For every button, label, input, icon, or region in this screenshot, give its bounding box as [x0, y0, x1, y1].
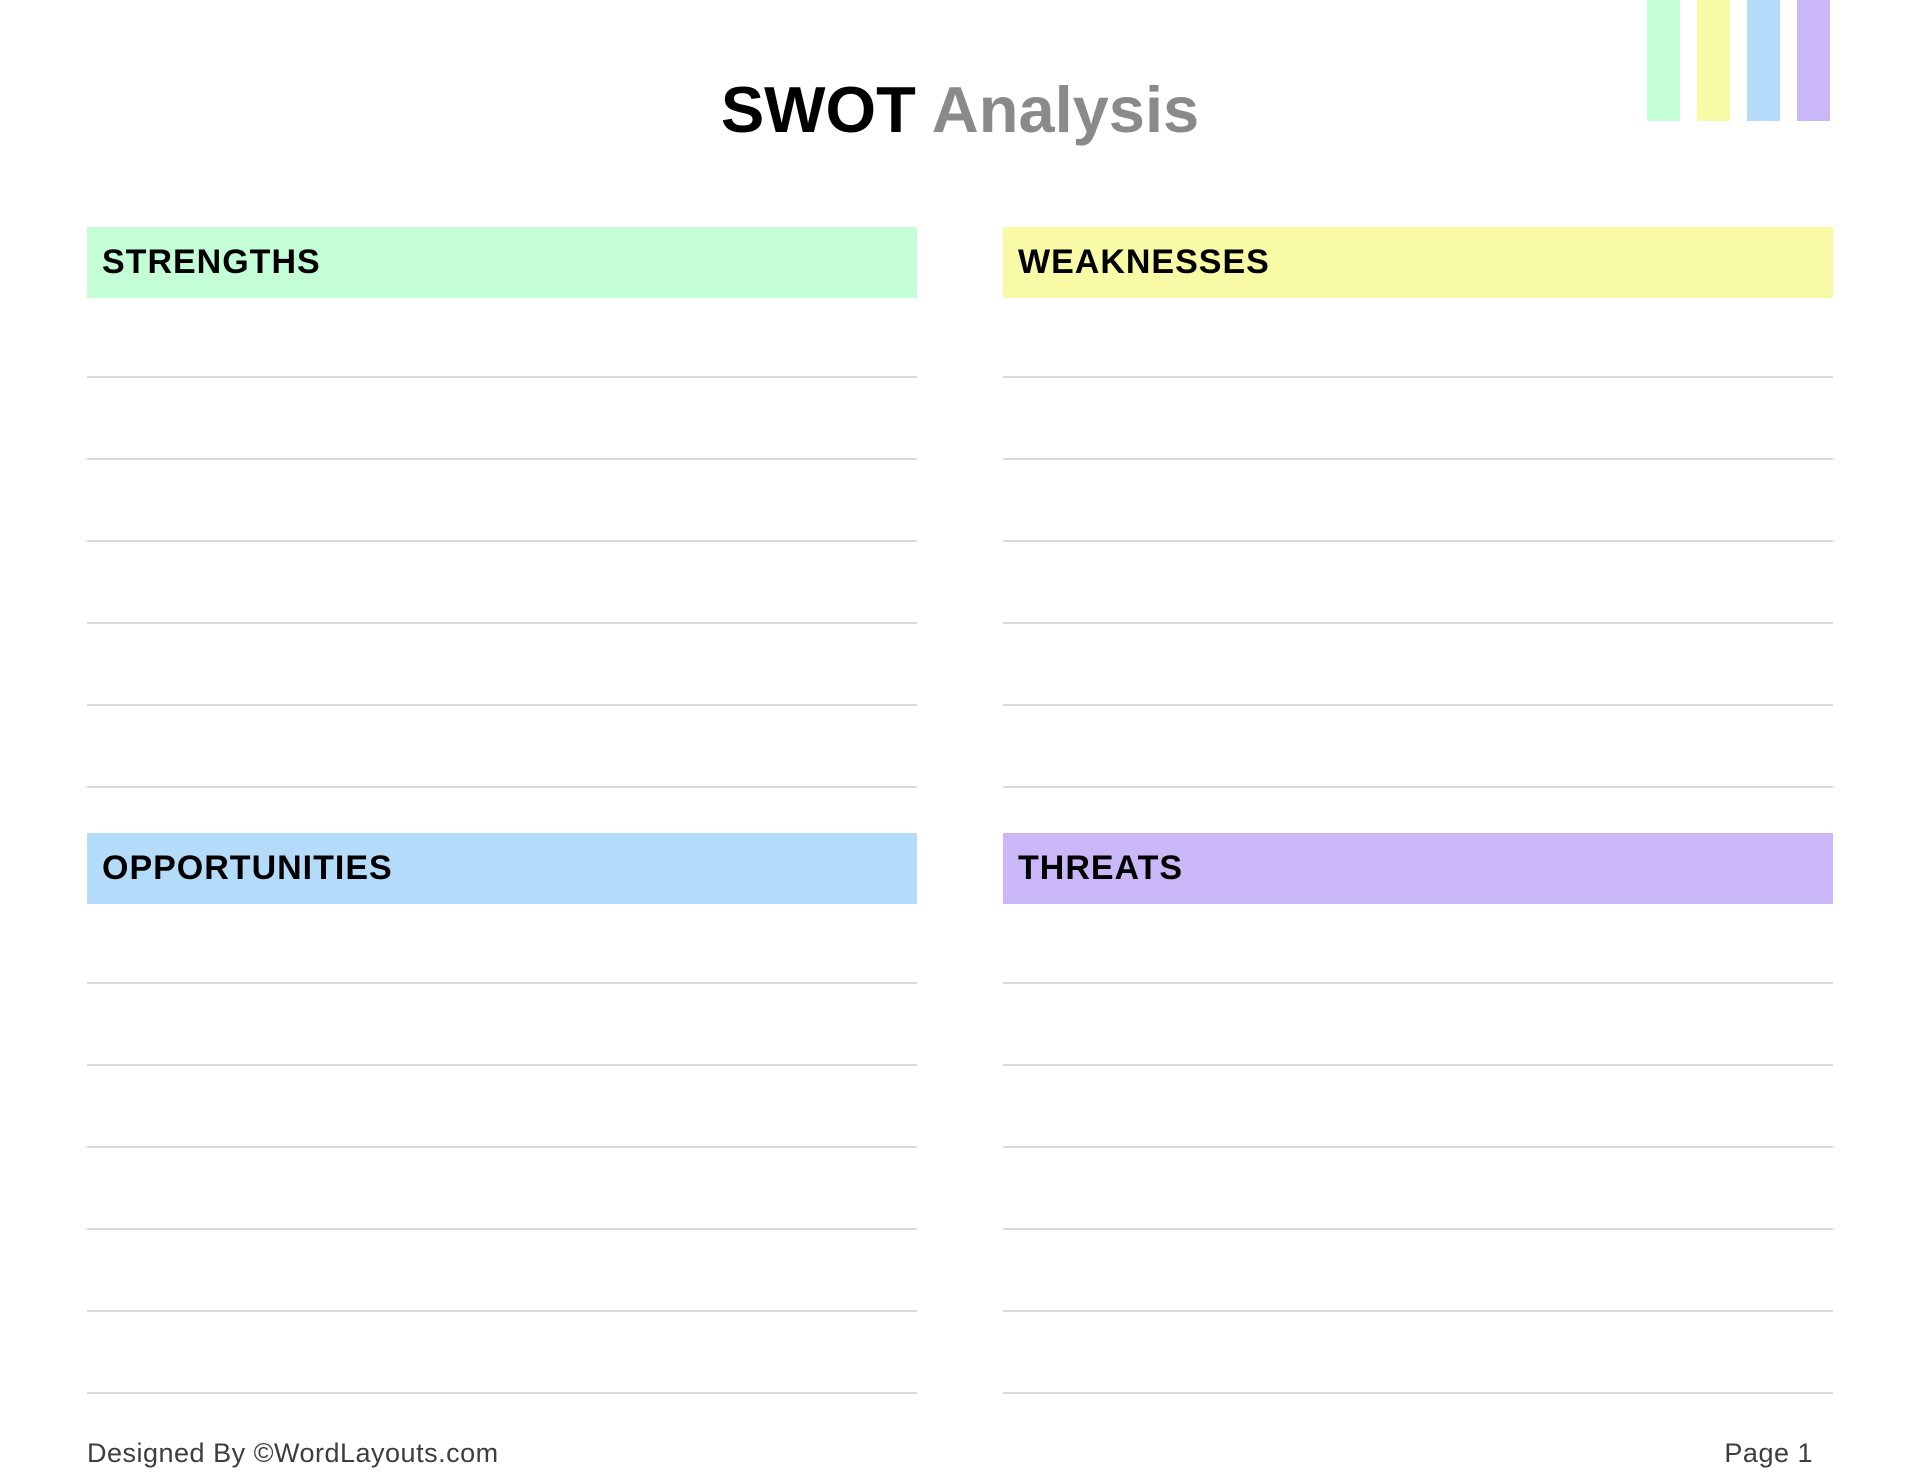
writing-line-strengths-6[interactable] — [87, 706, 917, 788]
writing-line-threats-3[interactable] — [1003, 1066, 1833, 1148]
writing-line-weaknesses-4[interactable] — [1003, 542, 1833, 624]
color-stripe-1 — [1647, 0, 1680, 121]
writing-line-weaknesses-1[interactable] — [1003, 298, 1833, 378]
writing-line-weaknesses-5[interactable] — [1003, 624, 1833, 706]
strengths-writing-area — [87, 298, 917, 788]
writing-line-threats-5[interactable] — [1003, 1230, 1833, 1312]
opportunities-writing-area — [87, 904, 917, 1394]
weaknesses-writing-area — [1003, 298, 1833, 788]
color-stripe-4 — [1797, 0, 1830, 121]
strengths-header: STRENGTHS — [87, 227, 917, 298]
writing-line-strengths-1[interactable] — [87, 298, 917, 378]
footer-credit: Designed By ©WordLayouts.com — [87, 1438, 499, 1468]
writing-line-strengths-5[interactable] — [87, 624, 917, 706]
threats-writing-area — [1003, 904, 1833, 1394]
opportunities-header-label: OPPORTUNITIES — [102, 849, 393, 887]
quadrant-opportunities: OPPORTUNITIES — [87, 833, 917, 1394]
stripes-decoration — [1647, 0, 1830, 121]
writing-line-threats-4[interactable] — [1003, 1148, 1833, 1230]
writing-line-opportunities-6[interactable] — [87, 1312, 917, 1394]
title-secondary-text: Analysis — [931, 73, 1200, 146]
quadrant-strengths: STRENGTHS — [87, 227, 917, 788]
writing-line-strengths-2[interactable] — [87, 378, 917, 460]
opportunities-header: OPPORTUNITIES — [87, 833, 917, 904]
writing-line-threats-1[interactable] — [1003, 904, 1833, 984]
writing-line-weaknesses-3[interactable] — [1003, 460, 1833, 542]
writing-line-threats-2[interactable] — [1003, 984, 1833, 1066]
weaknesses-header-label: WEAKNESSES — [1018, 243, 1270, 281]
writing-line-opportunities-1[interactable] — [87, 904, 917, 984]
writing-line-opportunities-3[interactable] — [87, 1066, 917, 1148]
writing-line-weaknesses-2[interactable] — [1003, 378, 1833, 460]
threats-header: THREATS — [1003, 833, 1833, 904]
writing-line-opportunities-5[interactable] — [87, 1230, 917, 1312]
quadrant-weaknesses: WEAKNESSES — [1003, 227, 1833, 788]
weaknesses-header: WEAKNESSES — [1003, 227, 1833, 298]
page-number: Page 1 — [1724, 1438, 1813, 1468]
writing-line-threats-6[interactable] — [1003, 1312, 1833, 1394]
writing-line-opportunities-2[interactable] — [87, 984, 917, 1066]
title-primary-text: SWOT — [720, 73, 916, 146]
color-stripe-2 — [1697, 0, 1730, 121]
writing-line-opportunities-4[interactable] — [87, 1148, 917, 1230]
writing-line-strengths-3[interactable] — [87, 460, 917, 542]
writing-line-weaknesses-6[interactable] — [1003, 706, 1833, 788]
quadrant-threats: THREATS — [1003, 833, 1833, 1394]
color-stripe-3 — [1747, 0, 1780, 121]
writing-line-strengths-4[interactable] — [87, 542, 917, 624]
page-title: SWOT Analysis — [0, 68, 1920, 153]
strengths-header-label: STRENGTHS — [102, 243, 321, 281]
threats-header-label: THREATS — [1018, 849, 1184, 887]
